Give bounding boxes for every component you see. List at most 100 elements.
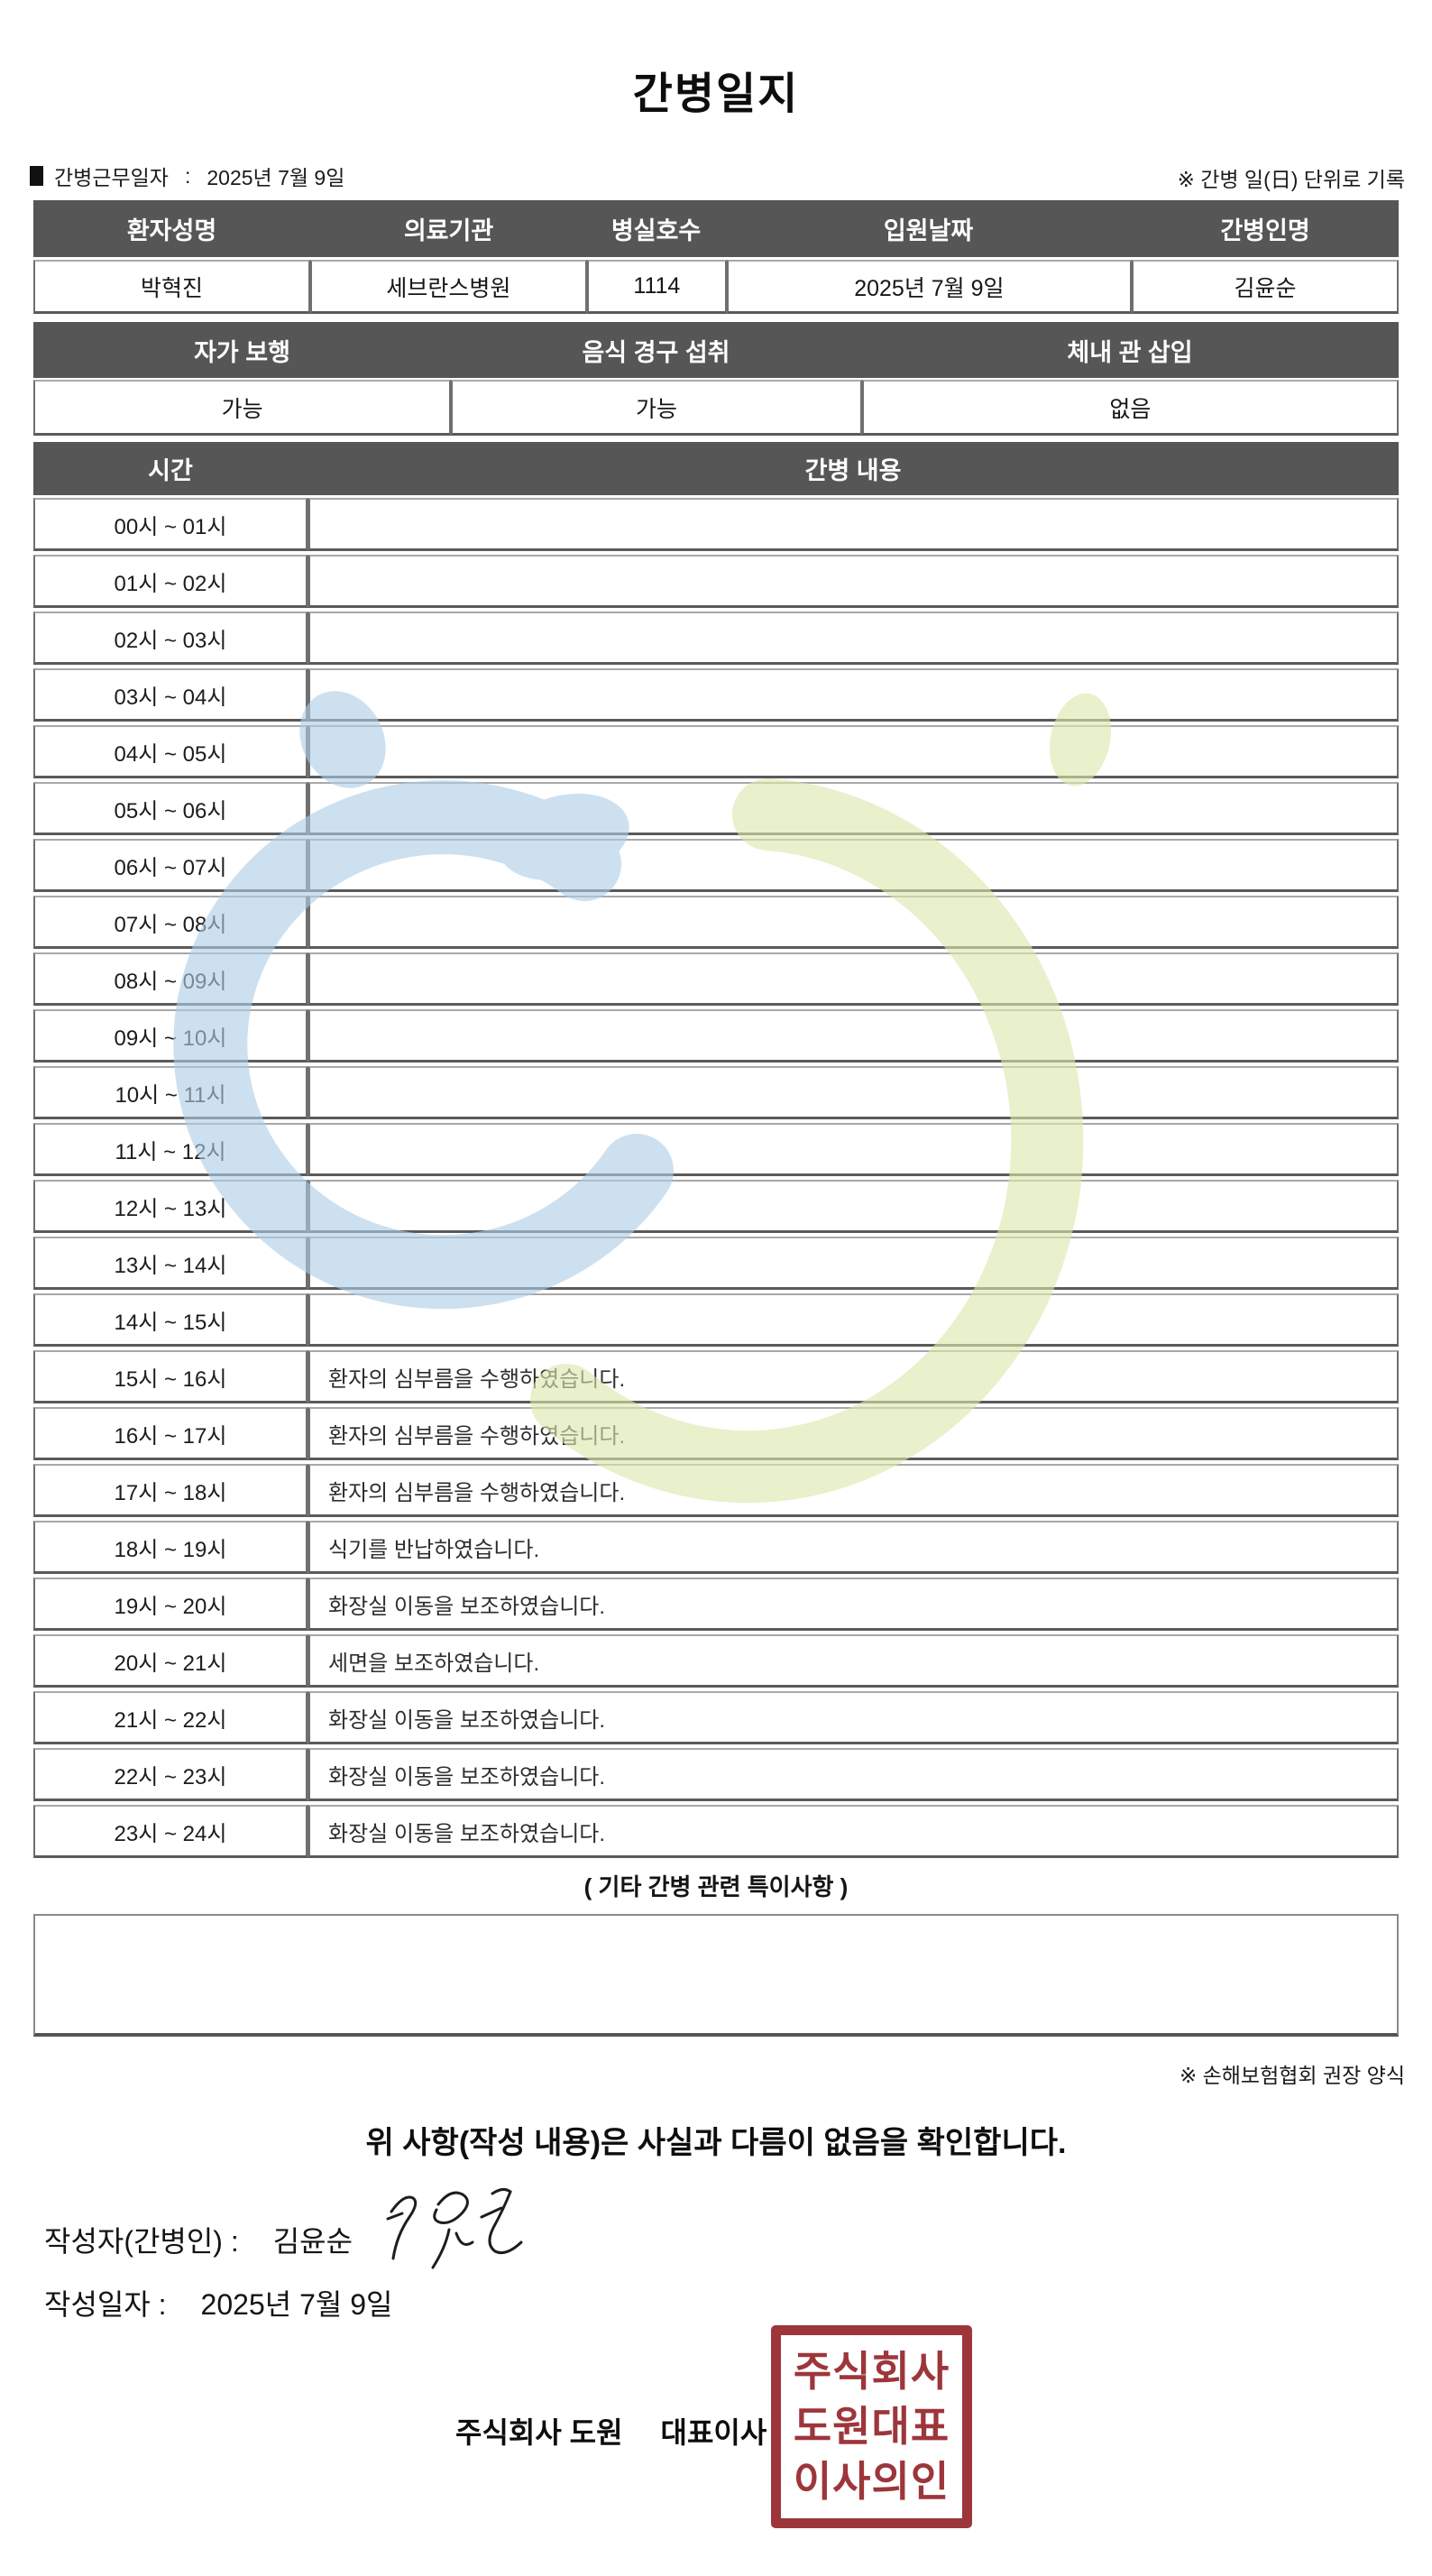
log-content-cell: 환자의 심부름을 수행하였습니다. — [308, 1464, 1399, 1517]
log-time-cell: 11시 ~ 12시 — [33, 1123, 308, 1176]
log-time-label: 11시 ~ 12시 — [115, 1139, 226, 1164]
log-content-text: 화장실 이동을 보조하였습니다. — [328, 1594, 606, 1619]
log-time-cell: 02시 ~ 03시 — [33, 612, 308, 665]
log-row: 23시 ~ 24시 화장실 이동을 보조하였습니다. — [33, 1805, 1399, 1858]
log-time-cell: 01시 ~ 02시 — [33, 555, 308, 608]
log-content-text: 화장실 이동을 보조하였습니다. — [328, 1764, 606, 1789]
log-time-label: 17시 ~ 18시 — [114, 1480, 227, 1505]
header-admission-date: 입원날짜 — [883, 217, 974, 244]
log-time-label: 13시 ~ 14시 — [114, 1253, 227, 1278]
header-care-content: 간병 내용 — [804, 457, 902, 484]
work-date-line: 간병근무일자 : 2025년 7월 9일 — [30, 161, 344, 191]
log-row: 17시 ~ 18시 환자의 심부름을 수행하였습니다. — [33, 1464, 1399, 1517]
log-row: 06시 ~ 07시 — [33, 839, 1399, 892]
log-row: 22시 ~ 23시 화장실 이동을 보조하였습니다. — [33, 1748, 1399, 1801]
log-row: 20시 ~ 21시 세면을 보조하였습니다. — [33, 1634, 1399, 1688]
log-time-label: 03시 ~ 04시 — [114, 685, 227, 710]
value-caregiver-name: 김윤순 — [1131, 260, 1399, 314]
company-name: 주식회사 도원 — [455, 2416, 623, 2449]
special-notes-box — [33, 1914, 1399, 2037]
log-row: 07시 ~ 08시 — [33, 896, 1399, 949]
log-time-label: 19시 ~ 20시 — [114, 1594, 227, 1619]
log-content-cell — [308, 1180, 1399, 1233]
log-time-cell: 10시 ~ 11시 — [33, 1066, 308, 1119]
log-time-label: 15시 ~ 16시 — [114, 1366, 227, 1392]
log-time-cell: 18시 ~ 19시 — [33, 1521, 308, 1574]
work-date-value: 2025년 7월 9일 — [207, 166, 345, 189]
log-row: 15시 ~ 16시 환자의 심부름을 수행하였습니다. — [33, 1350, 1399, 1403]
header-medical-institution: 의료기관 — [403, 217, 494, 244]
log-row: 05시 ~ 06시 — [33, 782, 1399, 835]
signature-stroke — [488, 2187, 523, 2255]
header-self-walking: 자가 보행 — [194, 338, 290, 366]
log-row: 11시 ~ 12시 — [33, 1123, 1399, 1176]
log-row: 10시 ~ 11시 — [33, 1066, 1399, 1119]
header-internal-tube: 체내 관 삽입 — [1067, 338, 1193, 366]
log-time-cell: 19시 ~ 20시 — [33, 1578, 308, 1631]
signature-stroke — [386, 2212, 404, 2221]
signature-stroke — [433, 2191, 469, 2224]
signature-stroke — [431, 2228, 451, 2269]
log-content-cell: 화장실 이동을 보조하였습니다. — [308, 1691, 1399, 1744]
log-time-label: 00시 ~ 01시 — [114, 514, 227, 539]
log-content-text: 환자의 심부름을 수행하였습니다. — [328, 1366, 626, 1392]
log-content-cell: 식기를 반납하였습니다. — [308, 1521, 1399, 1574]
log-content-cell — [308, 612, 1399, 665]
writer-line: 작성자(간병인) : 김윤순 — [44, 2219, 353, 2260]
log-content-cell — [308, 555, 1399, 608]
log-time-label: 20시 ~ 21시 — [114, 1651, 227, 1676]
company-line: 주식회사 도원 대표이사 — [455, 2410, 766, 2452]
log-content-cell — [308, 896, 1399, 949]
log-content-text: 화장실 이동을 보조하였습니다. — [328, 1821, 606, 1846]
log-content-cell: 화장실 이동을 보조하였습니다. — [308, 1748, 1399, 1801]
value-internal-tube: 없음 — [861, 380, 1399, 436]
log-time-label: 21시 ~ 22시 — [114, 1707, 227, 1733]
header-oral-intake: 음식 경구 섭취 — [582, 338, 730, 366]
log-time-label: 01시 ~ 02시 — [114, 571, 227, 596]
log-content-cell — [308, 952, 1399, 1006]
signature-stroke — [454, 2231, 474, 2246]
log-content-text: 식기를 반납하였습니다. — [328, 1537, 540, 1562]
header-patient-name: 환자성명 — [126, 217, 217, 244]
log-time-cell: 14시 ~ 15시 — [33, 1293, 308, 1347]
corporate-seal-stamp: 주식회사 도원대표 이사의인 — [771, 2325, 972, 2528]
log-time-cell: 00시 ~ 01시 — [33, 498, 308, 551]
log-row: 19시 ~ 20시 화장실 이동을 보조하였습니다. — [33, 1578, 1399, 1631]
log-time-cell: 17시 ~ 18시 — [33, 1464, 308, 1517]
log-content-text: 화장실 이동을 보조하였습니다. — [328, 1707, 606, 1733]
log-time-cell: 23시 ~ 24시 — [33, 1805, 308, 1858]
written-date-label: 작성일자 : — [44, 2288, 167, 2321]
log-time-cell: 05시 ~ 06시 — [33, 782, 308, 835]
log-content-text: 환자의 심부름을 수행하였습니다. — [328, 1423, 626, 1449]
bullet-square-icon — [30, 166, 43, 186]
writer-label: 작성자(간병인) : — [44, 2225, 239, 2258]
log-row: 08시 ~ 09시 — [33, 952, 1399, 1006]
log-content-cell — [308, 1237, 1399, 1290]
log-content-text: 환자의 심부름을 수행하였습니다. — [328, 1480, 626, 1505]
log-time-cell: 13시 ~ 14시 — [33, 1237, 308, 1290]
log-time-label: 09시 ~ 10시 — [114, 1026, 227, 1051]
header-room-number: 병실호수 — [610, 217, 702, 244]
recommended-form-note: ※ 손해보험협회 권장 양식 — [1179, 2064, 1405, 2087]
writer-name: 김윤순 — [272, 2225, 353, 2258]
status-table-header: 자가 보행 음식 경구 섭취 체내 관 삽입 — [33, 322, 1399, 378]
log-content-cell — [308, 498, 1399, 551]
log-content-cell — [308, 1009, 1399, 1063]
log-row: 04시 ~ 05시 — [33, 725, 1399, 778]
log-content-cell: 화장실 이동을 보조하였습니다. — [308, 1578, 1399, 1631]
log-row: 21시 ~ 22시 화장실 이동을 보조하였습니다. — [33, 1691, 1399, 1744]
company-role: 대표이사 — [660, 2416, 767, 2449]
log-time-cell: 22시 ~ 23시 — [33, 1748, 308, 1801]
log-content-cell — [308, 1066, 1399, 1119]
seal-line: 이사의인 — [793, 2457, 950, 2505]
log-time-label: 07시 ~ 08시 — [114, 912, 227, 937]
log-row: 16시 ~ 17시 환자의 심부름을 수행하였습니다. — [33, 1407, 1399, 1460]
log-row: 01시 ~ 02시 — [33, 555, 1399, 608]
log-time-cell: 04시 ~ 05시 — [33, 725, 308, 778]
header-time: 시간 — [148, 457, 193, 484]
written-date-line: 작성일자 : 2025년 7월 9일 — [44, 2282, 392, 2323]
value-admission-date: 2025년 7월 9일 — [726, 260, 1132, 314]
log-time-cell: 21시 ~ 22시 — [33, 1691, 308, 1744]
log-time-label: 12시 ~ 13시 — [114, 1196, 227, 1221]
